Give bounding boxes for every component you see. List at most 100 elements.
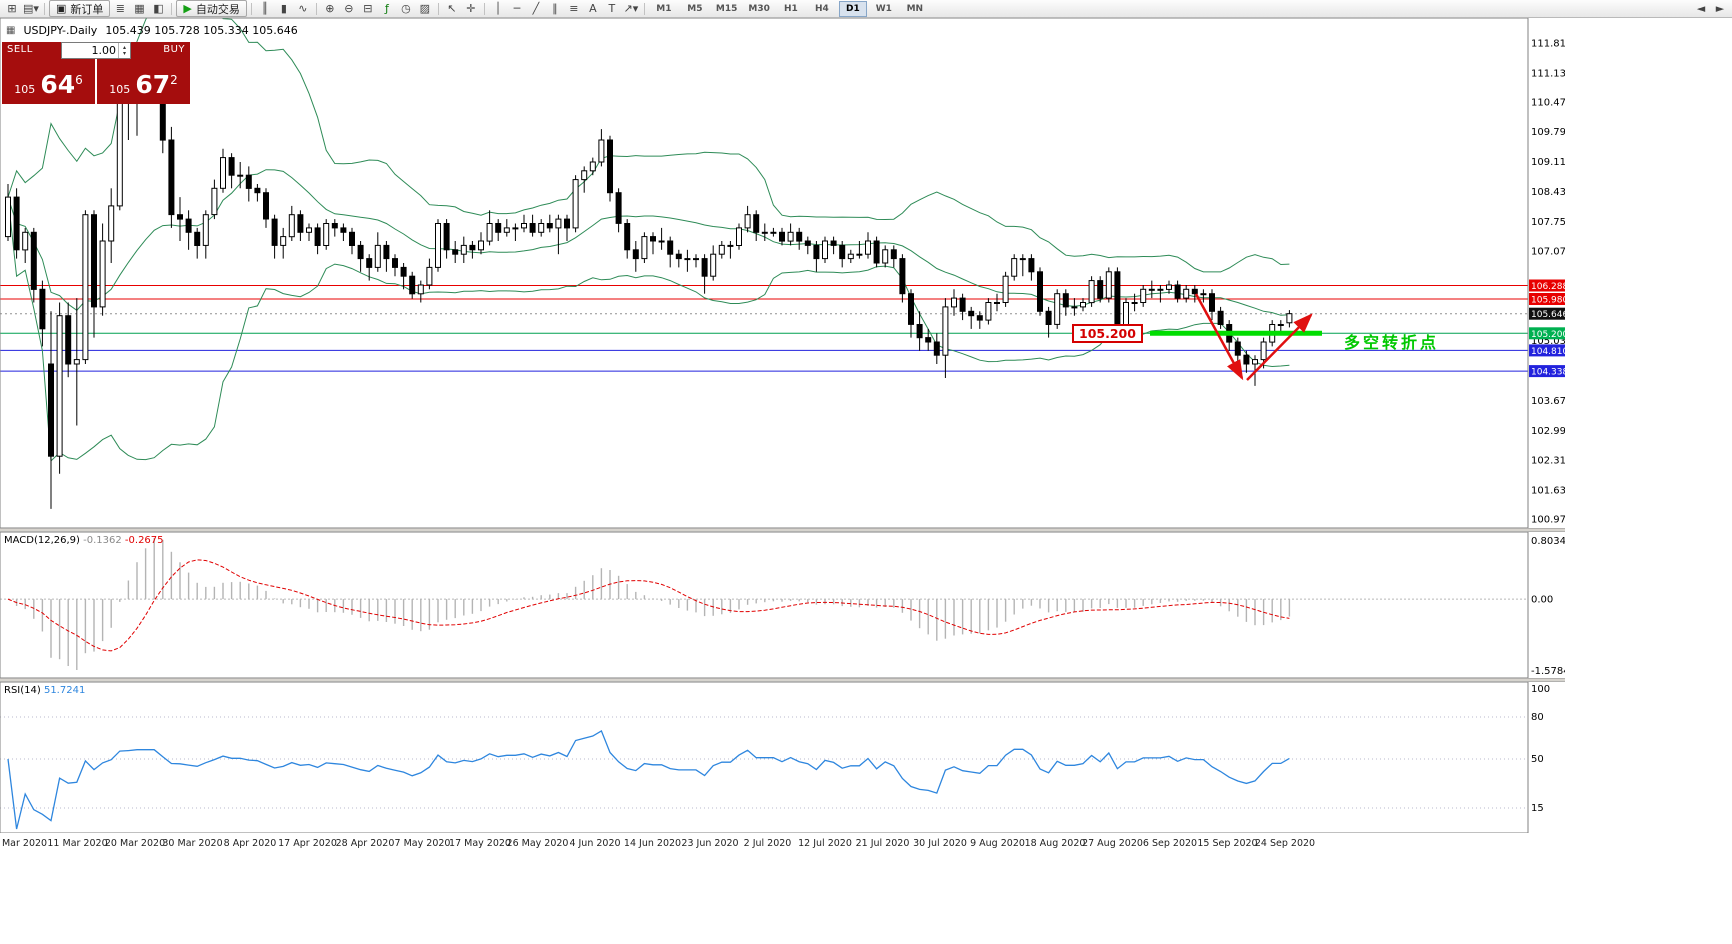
rsi-line [7, 729, 1290, 830]
price-scale-label: 100.970 [1531, 515, 1565, 526]
timeframe-H4[interactable]: H4 [814, 3, 829, 14]
sell-price: 105 646 [14, 70, 83, 99]
fibonacci-icon[interactable]: ≡ [569, 2, 579, 15]
price-scale-label: 102.990 [1531, 426, 1565, 437]
toolbar-separator [643, 2, 645, 15]
text-icon[interactable]: A [589, 2, 597, 15]
trend-arrow[interactable] [1194, 293, 1244, 381]
price-level-label[interactable]: 105.200 [1072, 324, 1143, 343]
chart-header: ▦ USDJPY-.Daily 105.439 105.728 105.334 … [6, 24, 298, 37]
stepper-up-icon[interactable]: ▴ [122, 43, 126, 51]
lot-size-field[interactable]: 1.00 ▴ ▾ [61, 42, 131, 59]
price-tag-label: 105.980 [1531, 296, 1565, 306]
auto-trading-button[interactable]: ▶ 自动交易 [176, 0, 247, 17]
scroll-left-icon[interactable]: ◄ [1696, 2, 1706, 15]
main-chart[interactable]: 111.810 111.130 110.470 109.790 109.110 108.4… [0, 18, 1565, 528]
navigator-icon[interactable]: ◧ [153, 2, 164, 15]
turning-point-annotation[interactable]: 多空转折点 [1344, 333, 1440, 352]
channel-icon[interactable]: ∥ [552, 2, 558, 15]
date-label: 4 Jun 2020 [569, 838, 621, 849]
chart-profiles-icon[interactable]: ▤▾ [23, 2, 39, 15]
macd-scale-label: 0.8034 [1531, 536, 1565, 547]
zoom-in-icon[interactable]: ⊕ [325, 2, 335, 15]
periods-icon[interactable]: ◷ [401, 2, 411, 15]
new-order-button[interactable]: ▣ 新订单 [49, 0, 111, 17]
vertical-line-icon[interactable]: │ [494, 2, 502, 15]
trend-arrow[interactable] [1246, 313, 1313, 381]
crosshair-icon[interactable]: ✛ [466, 2, 476, 15]
data-window-icon[interactable]: ▦ [134, 2, 145, 15]
indicators-icon[interactable]: ƒ [384, 2, 389, 15]
date-label: 14 Jun 2020 [623, 838, 682, 849]
price-scale-label: 108.430 [1531, 187, 1565, 198]
timeframe-M30[interactable]: M30 [748, 3, 770, 14]
label-icon[interactable]: T [608, 2, 616, 15]
price-scale-label: 107.070 [1531, 247, 1565, 258]
chart-title: USDJPY-.Daily [23, 24, 98, 37]
price-scale-label: 103.670 [1531, 396, 1565, 407]
lot-value[interactable]: 1.00 [91, 44, 117, 57]
new-chart-icon[interactable]: ⊞ [7, 2, 17, 15]
sell-button[interactable]: SELL 105 646 [2, 42, 95, 104]
price-scale-label: 110.470 [1531, 97, 1565, 108]
date-label: 23 Jun 2020 [681, 838, 739, 849]
lot-stepper[interactable]: ▴ ▾ [118, 43, 130, 58]
price-tag-label: 104.810 [1531, 347, 1565, 357]
date-label: 11 Mar 2020 [47, 838, 108, 849]
tile-windows-icon[interactable]: ⊟ [363, 2, 373, 15]
date-label: 6 Sep 2020 [1142, 838, 1198, 849]
rsi-scale-label: 100 [1531, 684, 1550, 695]
date-label: 2 Mar 2020 [0, 838, 48, 849]
price-tag [1529, 307, 1565, 320]
new-order-button-icon: ▣ [56, 2, 67, 15]
macd-scale-label: -1.5784 [1531, 666, 1565, 677]
cursor-icon[interactable]: ↖ [447, 2, 457, 15]
bollinger-upper-band [7, 18, 1290, 273]
trendline-icon[interactable]: ╱ [532, 2, 540, 15]
rsi-title: RSI(14) 51.7241 [4, 685, 85, 696]
date-label: 27 Aug 2020 [1082, 838, 1143, 849]
timeframe-M5[interactable]: M5 [687, 3, 703, 14]
auto-trading-button-icon: ▶ [183, 2, 192, 15]
buy-label: BUY [163, 44, 185, 55]
toolbar-separator [315, 2, 317, 15]
timeframe-MN[interactable]: MN [906, 3, 924, 14]
rsi-panel[interactable]: RSI(14) 51.7241 100 80 50 15 [0, 682, 1565, 833]
zoom-out-icon[interactable]: ⊖ [344, 2, 354, 15]
stepper-down-icon[interactable]: ▾ [122, 49, 126, 57]
date-label: 28 Apr 2020 [335, 838, 395, 849]
price-tag [1529, 327, 1565, 340]
market-watch-icon[interactable]: ≣ [115, 2, 126, 15]
buy-price: 105 672 [109, 70, 178, 99]
panel-divider[interactable] [0, 678, 1565, 682]
sell-label: SELL [7, 44, 33, 55]
arrows-icon[interactable]: ↗▾ [623, 2, 639, 15]
scroll-right-icon[interactable]: ► [1715, 2, 1725, 15]
timeframe-H1[interactable]: H1 [783, 3, 798, 14]
date-label: 7 May 2020 [394, 838, 451, 849]
panel-divider[interactable] [0, 528, 1565, 532]
new-order-button-label: 新订单 [70, 2, 104, 16]
timeframe-M1[interactable]: M1 [656, 3, 672, 14]
candlestick-chart-icon[interactable]: ▮ [280, 2, 287, 15]
rsi-scale-label: 50 [1531, 754, 1544, 765]
timeframe-D1[interactable]: D1 [838, 0, 867, 17]
bollinger-lower-band [7, 197, 1290, 462]
date-label: 2 Jul 2020 [743, 838, 792, 849]
price-tag [1529, 344, 1565, 357]
price-tag [1529, 293, 1565, 305]
price-tag [1529, 365, 1565, 378]
toolbar-separator [437, 2, 439, 15]
bar-chart-icon[interactable]: ║ [261, 2, 269, 15]
timeframe-M15[interactable]: M15 [715, 3, 738, 14]
price-scale-label: 109.110 [1531, 157, 1565, 168]
templates-icon[interactable]: ▨ [419, 2, 431, 15]
horizontal-line-icon[interactable]: ─ [513, 2, 521, 15]
macd-panel[interactable]: MACD(12,26,9) -0.1362 -0.2675 0.8034 0.00 -… [0, 532, 1565, 678]
chart-symbol-icon: ▦ [6, 25, 16, 36]
timeframe-W1[interactable]: W1 [875, 3, 892, 14]
toolbar: ⊞ ▤▾ ▣ 新订单 ≣ ▦ ◧ ▶ 自动交易 ║ ▮ ∿ ⊕ ⊖ ⊟ ƒ ◷ ▨ ↖ ✛ │ ─ ╱ ∥ ≡ A T ↗▾ M1 M5 M… [0, 0, 1732, 18]
macd-signal-line [7, 559, 1290, 652]
line-chart-icon[interactable]: ∿ [298, 2, 308, 15]
